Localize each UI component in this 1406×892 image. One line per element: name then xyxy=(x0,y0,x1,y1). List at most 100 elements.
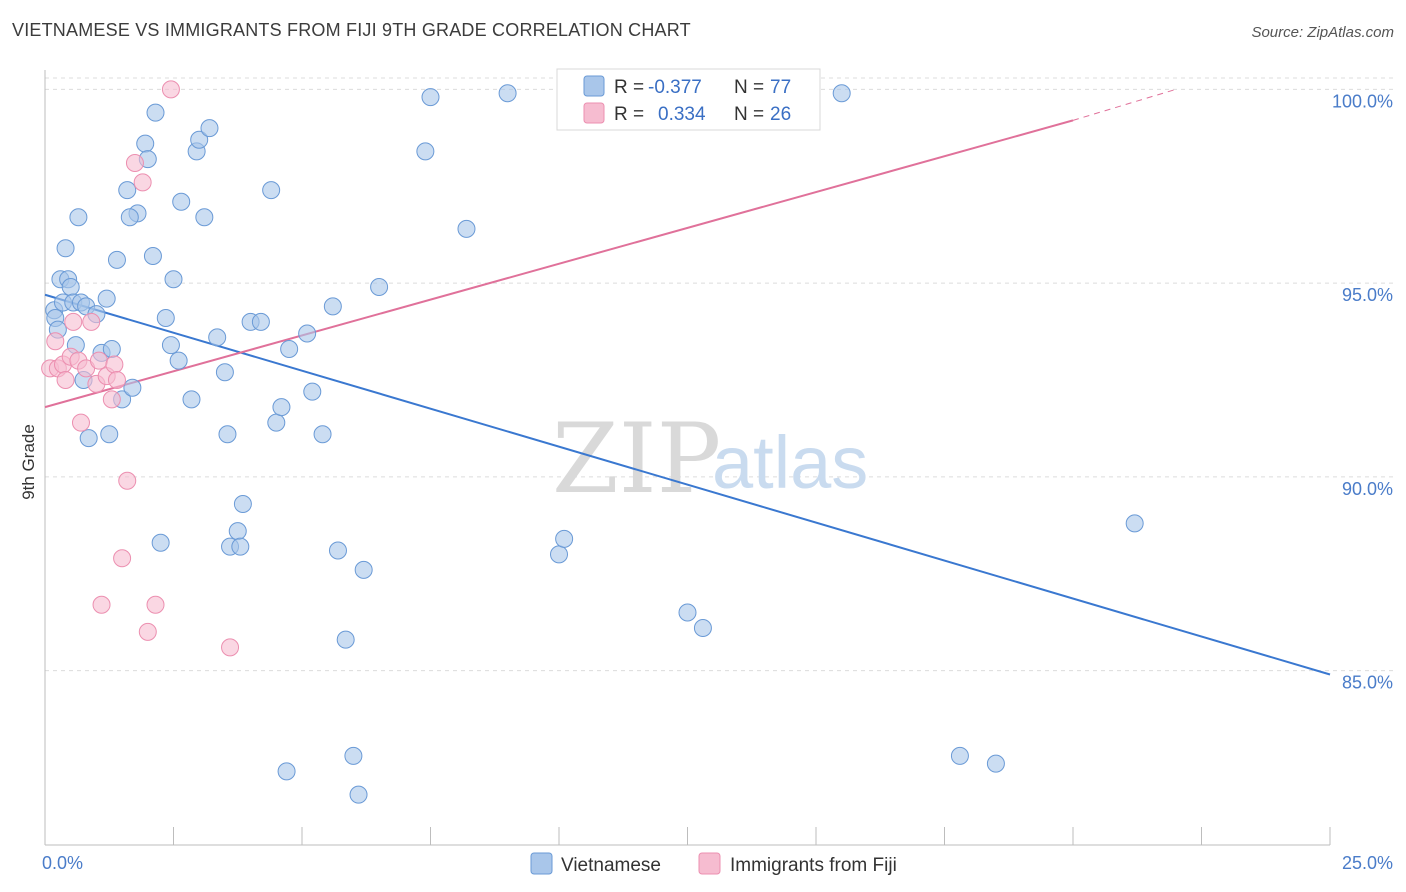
data-point xyxy=(64,312,83,331)
data-point xyxy=(231,537,250,556)
data-point xyxy=(498,84,517,103)
legend-swatch-fiji xyxy=(583,102,605,124)
data-point xyxy=(182,390,201,409)
data-point xyxy=(118,471,137,490)
watermark-zip: ZIP xyxy=(552,403,721,515)
data-point xyxy=(89,351,108,370)
tick-layer: 85.0% 90.0% 95.0% 100.0% 0.0% 25.0% xyxy=(42,91,1393,873)
data-point xyxy=(113,549,132,568)
data-point xyxy=(986,754,1005,773)
data-point xyxy=(218,425,237,444)
data-point xyxy=(138,622,157,641)
data-point xyxy=(161,80,180,99)
data-point xyxy=(457,219,476,238)
legend-r-value-2: 0.334 xyxy=(658,104,706,125)
data-point xyxy=(195,208,214,227)
series-legend-swatch-fiji xyxy=(698,852,721,875)
data-point xyxy=(100,425,119,444)
data-point xyxy=(146,103,165,122)
legend-r-label-2: R = xyxy=(614,104,644,125)
data-point xyxy=(190,130,209,149)
data-point xyxy=(123,378,142,397)
series-legend-swatch-vietnamese xyxy=(530,852,553,875)
watermark-atlas: atlas xyxy=(712,421,868,504)
data-point xyxy=(82,312,101,331)
legend-r-label-1: R = xyxy=(614,77,644,98)
data-point xyxy=(46,332,65,351)
y-tick-label: 95.0% xyxy=(1342,285,1393,305)
legend-n-value-2: 26 xyxy=(770,104,791,125)
legend-r-value-1: -0.377 xyxy=(648,77,702,98)
data-point xyxy=(146,595,165,614)
data-point xyxy=(233,495,252,513)
legend-n-label-2: N = xyxy=(734,104,764,125)
data-point xyxy=(71,413,90,432)
data-point xyxy=(97,289,116,308)
data-point xyxy=(172,192,191,211)
data-point xyxy=(102,390,121,409)
data-point xyxy=(693,619,712,637)
data-point xyxy=(354,560,373,579)
data-point xyxy=(344,746,363,765)
data-point xyxy=(336,630,355,649)
data-point xyxy=(313,425,332,444)
data-point xyxy=(208,328,227,347)
data-point xyxy=(200,119,219,138)
data-point xyxy=(107,250,126,269)
data-point xyxy=(169,351,188,370)
data-point xyxy=(678,603,697,622)
points-layer xyxy=(41,80,1144,804)
data-point xyxy=(221,638,240,657)
data-point xyxy=(303,382,322,401)
data-point xyxy=(61,278,80,296)
legend-n-label-1: N = xyxy=(734,77,764,98)
x-tick-label: 0.0% xyxy=(42,853,83,873)
data-point xyxy=(107,371,126,389)
data-point xyxy=(136,134,155,153)
data-point xyxy=(370,278,389,296)
data-point xyxy=(156,309,175,327)
data-point xyxy=(228,522,247,541)
data-point xyxy=(280,340,299,358)
chart-title: VIETNAMESE VS IMMIGRANTS FROM FIJI 9TH G… xyxy=(12,20,691,40)
data-point xyxy=(950,746,969,765)
data-point xyxy=(56,239,75,258)
watermark: ZIP atlas xyxy=(552,403,868,515)
data-point xyxy=(161,336,180,355)
trend-layer xyxy=(44,88,1331,676)
data-point xyxy=(151,533,170,552)
data-point xyxy=(79,429,98,448)
data-point xyxy=(251,312,270,331)
y-tick-label: 85.0% xyxy=(1342,673,1393,693)
data-point xyxy=(262,181,281,200)
trend-line-vietnamese xyxy=(44,293,1331,676)
data-point xyxy=(215,363,234,382)
legend-swatch-vietnamese xyxy=(583,75,605,97)
data-point xyxy=(328,541,347,560)
legend-n-value-1: 77 xyxy=(770,77,791,98)
data-point xyxy=(92,595,111,614)
data-point xyxy=(832,84,851,103)
data-point xyxy=(416,142,435,161)
y-tick-label: 90.0% xyxy=(1342,479,1393,499)
series-legend-label-vietnamese: Vietnamese xyxy=(561,855,661,876)
data-point xyxy=(421,88,440,107)
data-point xyxy=(105,355,124,374)
grid-layer xyxy=(45,77,1395,672)
axis-layer xyxy=(44,70,1331,846)
data-point xyxy=(298,324,317,343)
data-point xyxy=(125,154,144,172)
data-point xyxy=(272,398,291,417)
data-point xyxy=(143,247,162,265)
y-tick-label: 100.0% xyxy=(1332,91,1393,111)
data-point xyxy=(164,270,183,289)
series-legend: Vietnamese Immigrants from Fiji xyxy=(530,852,897,876)
data-point xyxy=(323,297,342,316)
data-point xyxy=(349,785,368,804)
data-point xyxy=(277,762,296,781)
data-point xyxy=(118,181,137,200)
x-tick-label: 25.0% xyxy=(1342,853,1393,873)
data-point xyxy=(550,545,568,564)
series-legend-label-fiji: Immigrants from Fiji xyxy=(730,855,897,876)
